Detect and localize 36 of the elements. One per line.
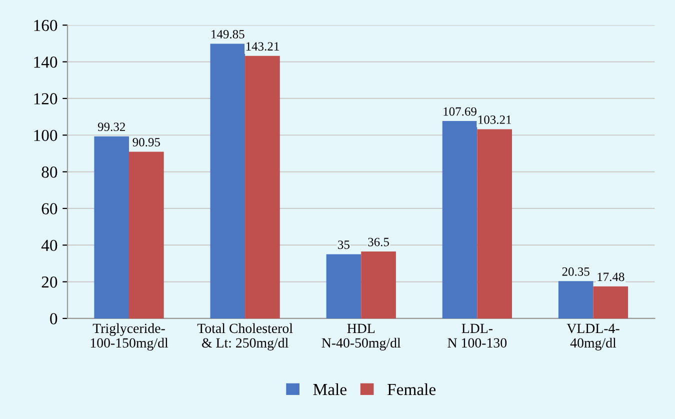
data-label: 35 xyxy=(338,240,350,249)
y-tick-label: 40 xyxy=(41,240,58,252)
data-label: 36.5 xyxy=(368,238,389,246)
y-tick-label: 160 xyxy=(34,20,58,32)
y-tick-label: 80 xyxy=(42,166,58,178)
bar xyxy=(558,281,594,318)
bar xyxy=(442,121,478,318)
bar xyxy=(361,252,396,318)
data-label: 143.21 xyxy=(246,42,279,51)
y-tick-label: 120 xyxy=(34,93,58,104)
x-tick-label: Triglyceride- 100-150mg/dl xyxy=(90,323,168,350)
y-tick-label: 140 xyxy=(34,56,58,68)
x-tick-label: LDL- N 100-130 xyxy=(448,324,507,348)
y-tick-label: 0 xyxy=(50,313,58,324)
bar xyxy=(94,136,130,318)
data-label: 20.35 xyxy=(562,267,590,276)
bar xyxy=(477,129,512,318)
legend-label: Male xyxy=(313,383,346,396)
bar xyxy=(210,44,246,318)
bar xyxy=(245,56,280,318)
data-label: 90.95 xyxy=(132,138,160,146)
x-tick-label: Total Cholesterol & Lt: 250mg/dl xyxy=(197,323,293,350)
x-tick-label: HDL N-40-50mg/dl xyxy=(322,324,401,350)
data-label: 107.69 xyxy=(444,107,476,116)
bar xyxy=(129,152,164,318)
x-tick-label: VLDL-4- 40mg/dl xyxy=(566,324,620,350)
legend-label: Female xyxy=(388,383,436,396)
y-tick-label: 60 xyxy=(42,203,58,214)
data-label: 17.48 xyxy=(598,272,624,282)
y-tick-label: 20 xyxy=(42,276,58,288)
y-tick-label: 100 xyxy=(34,130,58,142)
data-label: 103.21 xyxy=(478,115,512,124)
data-label: 149.85 xyxy=(212,30,244,38)
bar xyxy=(326,254,362,318)
bar xyxy=(593,286,628,318)
data-label: 99.32 xyxy=(98,122,125,132)
